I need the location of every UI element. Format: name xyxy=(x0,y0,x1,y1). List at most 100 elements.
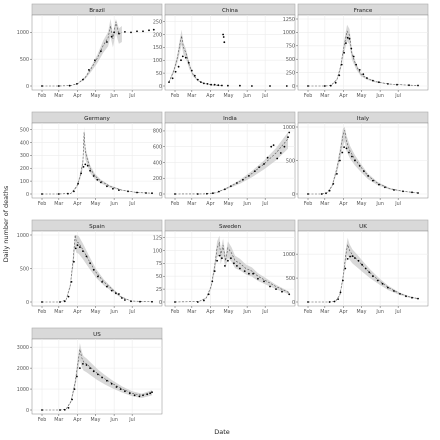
panel-sweden: Sweden 0 25 50 75 100 125 Feb Mar Apr May Jun Jul xyxy=(153,219,296,315)
x-tick-label: Mar xyxy=(320,93,329,99)
y-tick-label: 250 xyxy=(286,70,295,76)
data-point xyxy=(84,163,87,166)
data-point xyxy=(112,187,114,190)
data-point xyxy=(92,175,95,177)
data-point xyxy=(281,290,283,293)
data-point xyxy=(230,185,232,188)
data-point xyxy=(343,146,345,149)
data-point xyxy=(340,63,343,66)
x-tick-label: Jul xyxy=(394,201,401,207)
x-tick-label: Jul xyxy=(394,309,401,315)
panel-china: China 0 50 100 150 200 250 Feb Mar Apr May Jun Jul xyxy=(153,3,296,99)
data-point xyxy=(345,42,347,44)
data-point xyxy=(242,178,244,181)
data-point xyxy=(115,292,117,295)
data-point xyxy=(372,79,374,82)
data-point xyxy=(71,398,73,401)
data-point xyxy=(336,173,338,175)
data-point xyxy=(193,74,196,77)
data-point xyxy=(82,250,84,253)
data-point xyxy=(342,279,344,282)
data-point xyxy=(378,183,380,186)
x-tick-label: May xyxy=(357,309,367,315)
facet-title: Germany xyxy=(84,116,110,122)
uncertainty-band xyxy=(308,237,418,302)
data-point xyxy=(110,35,113,38)
data-point xyxy=(128,392,131,395)
data-point xyxy=(149,392,152,395)
data-point xyxy=(236,182,238,184)
x-tick-label: Mar xyxy=(187,201,196,207)
x-tick-label: Mar xyxy=(54,309,63,315)
facet-title: Spain xyxy=(89,224,105,230)
data-point xyxy=(417,84,419,87)
y-tick-label: 400 xyxy=(20,140,29,146)
data-point xyxy=(227,259,229,262)
data-point xyxy=(196,301,199,303)
data-point xyxy=(270,145,273,148)
data-point xyxy=(354,159,356,162)
data-point xyxy=(269,85,271,87)
y-tick-label: 500 xyxy=(286,57,295,63)
data-point xyxy=(239,267,241,270)
data-point xyxy=(221,257,223,260)
data-point xyxy=(174,70,177,73)
data-point xyxy=(396,83,398,86)
data-point xyxy=(350,47,353,50)
data-point xyxy=(358,165,361,167)
data-point xyxy=(133,394,136,397)
data-point xyxy=(348,37,351,40)
data-point xyxy=(210,83,213,86)
data-point xyxy=(86,164,89,167)
data-point xyxy=(106,185,108,188)
data-point xyxy=(196,193,199,195)
data-point xyxy=(222,33,225,36)
data-point xyxy=(97,275,99,278)
x-tick-label: May xyxy=(91,93,101,99)
data-point xyxy=(212,192,214,195)
data-point xyxy=(124,31,126,33)
data-point xyxy=(367,175,369,177)
x-tick-label: Jul xyxy=(261,201,268,207)
y-tick-label: 150 xyxy=(153,45,162,51)
uncertainty-band xyxy=(175,235,290,302)
data-point xyxy=(92,268,95,271)
data-point xyxy=(285,85,288,87)
data-point xyxy=(85,364,88,366)
data-point xyxy=(67,407,70,409)
data-point xyxy=(151,391,153,394)
data-point xyxy=(174,301,176,303)
data-point xyxy=(320,193,323,195)
y-tick-label: 750 xyxy=(286,44,295,50)
data-point xyxy=(307,301,309,303)
x-tick-label: Feb xyxy=(38,309,47,315)
x-axis-title: Date xyxy=(214,428,230,436)
y-tick-label: 100 xyxy=(20,179,29,185)
data-point xyxy=(387,286,389,289)
data-point xyxy=(118,293,120,295)
panel-italy: Italy 0 500 1000 Feb Mar Apr May Jun Jul xyxy=(283,111,429,207)
data-point xyxy=(96,178,99,181)
fitted-line xyxy=(174,138,289,195)
data-point xyxy=(341,151,344,154)
data-point xyxy=(177,65,180,68)
data-point xyxy=(236,265,238,267)
fitted-line xyxy=(308,244,419,303)
y-tick-label: 1000 xyxy=(283,125,295,131)
data-point xyxy=(338,74,341,77)
data-point xyxy=(152,28,155,31)
y-tick-label: 50 xyxy=(156,71,162,77)
data-point xyxy=(248,272,250,275)
y-tick-label: 400 xyxy=(153,160,162,166)
x-tick-label: Mar xyxy=(320,309,329,315)
data-point xyxy=(136,30,138,33)
data-point xyxy=(203,82,205,85)
data-point xyxy=(257,277,259,280)
data-point xyxy=(200,81,202,83)
data-point xyxy=(399,293,401,295)
x-tick-label: Jun xyxy=(109,309,118,315)
data-point xyxy=(266,156,269,159)
data-point xyxy=(279,152,282,154)
facet-title: Sweden xyxy=(219,224,242,230)
data-point xyxy=(151,192,153,195)
